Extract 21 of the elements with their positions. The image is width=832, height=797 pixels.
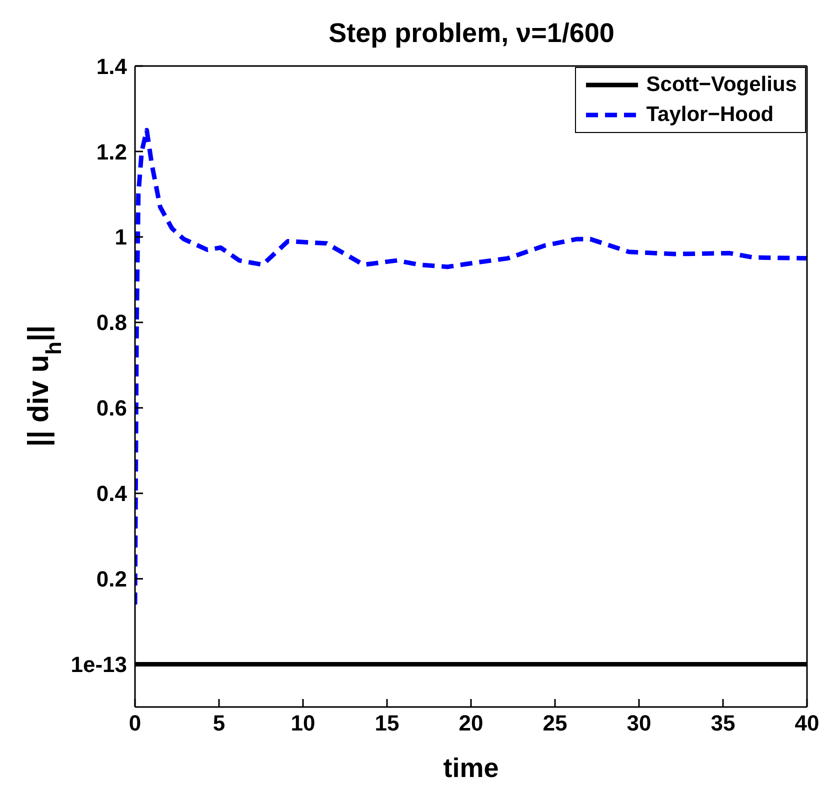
x-tick-label: 25: [542, 710, 568, 736]
x-tick-label: 35: [710, 710, 736, 736]
y-tick-label: 1.2: [96, 139, 127, 164]
x-tick-label: 5: [212, 710, 226, 736]
y-tick-label: 0.4: [96, 481, 128, 506]
legend-label: Scott−Vogelius: [646, 72, 797, 98]
y-tick-label: 1.4: [96, 54, 128, 79]
y-tick-label: 0.2: [96, 566, 127, 592]
y-tick-label: 0.8: [96, 310, 127, 336]
x-tick-label: 0: [128, 710, 142, 736]
x-tick-label: 30: [626, 710, 652, 736]
y-tick-label: 1: [114, 224, 127, 250]
y-tick-label: 0.6: [96, 396, 127, 421]
x-tick-label: 15: [374, 710, 400, 736]
x-tick-label: 10: [290, 710, 316, 736]
chart-title: Step problem, ν=1/600: [328, 18, 614, 48]
x-tick-label: 40: [794, 710, 820, 736]
legend-label: Taylor−Hood: [646, 102, 774, 128]
x-axis-title: time: [443, 753, 499, 783]
y-tick-label: 1e-13: [70, 652, 127, 678]
x-tick-label: 20: [458, 710, 484, 736]
